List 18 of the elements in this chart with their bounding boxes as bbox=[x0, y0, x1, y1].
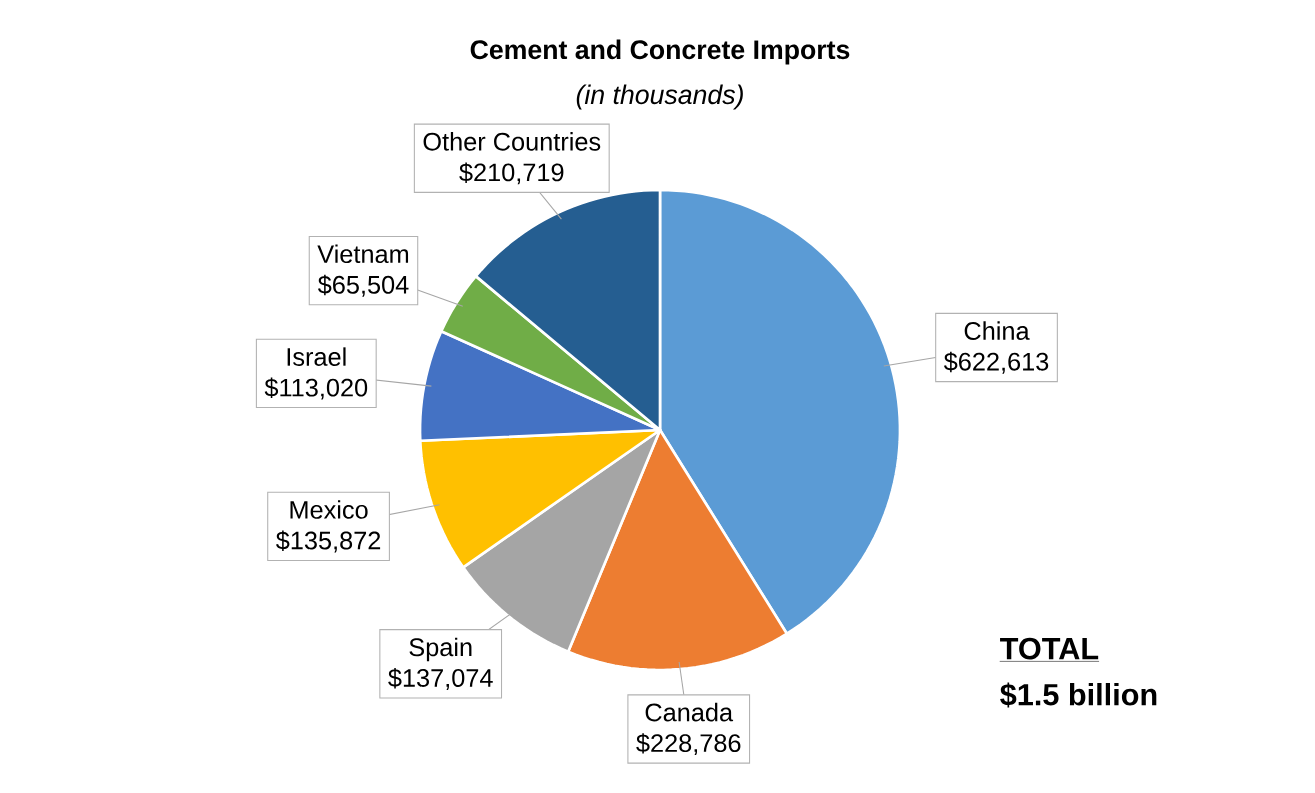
text: TOTAL bbox=[1000, 637, 1099, 660]
slice-label: Vietnam bbox=[317, 244, 409, 264]
slice-label: Israel bbox=[287, 347, 346, 366]
slice-label: Mexico bbox=[290, 500, 368, 519]
chart-subtitle: (in thousands) bbox=[576, 84, 743, 110]
data-label: $135,872 bbox=[276, 530, 381, 553]
text: $1.5 billion bbox=[1000, 682, 1157, 708]
slice-label: Spain bbox=[409, 637, 472, 662]
slice-label: Other Countries bbox=[423, 132, 601, 151]
data-label: $137,074 bbox=[388, 667, 493, 690]
slice-label: China bbox=[964, 321, 1030, 340]
data-label: $210,719 bbox=[459, 162, 564, 185]
data-label: $65,504 bbox=[317, 274, 409, 297]
data-label: $622,613 bbox=[943, 351, 1049, 374]
slice-label: Canada bbox=[645, 702, 734, 722]
data-label: $228,786 bbox=[636, 733, 741, 756]
chart-title: Cement and Concrete Imports bbox=[470, 39, 850, 65]
data-label: $113,020 bbox=[264, 377, 368, 400]
